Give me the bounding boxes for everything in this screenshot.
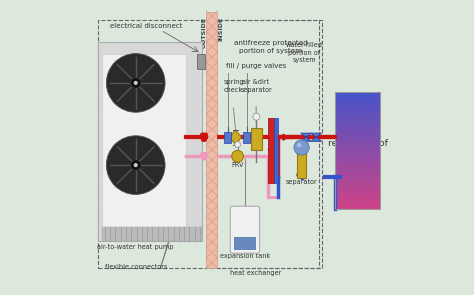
Bar: [336, 96, 380, 99]
Text: electrical disconnect: electrical disconnect: [110, 23, 182, 29]
Text: water-filled
portion of
system: water-filled portion of system: [286, 42, 323, 63]
Bar: [336, 104, 380, 107]
Bar: [234, 237, 256, 250]
Bar: [336, 111, 380, 115]
Bar: [274, 118, 278, 183]
Text: spring
check: spring check: [223, 79, 244, 93]
Bar: [336, 178, 380, 182]
Text: OUTSIDE: OUTSIDE: [202, 17, 207, 48]
Bar: [206, 12, 217, 268]
Bar: [98, 20, 319, 268]
Bar: [336, 162, 380, 166]
Bar: [336, 123, 380, 127]
Bar: [336, 99, 380, 104]
Bar: [336, 142, 380, 147]
Bar: [336, 150, 380, 154]
Text: INSIDE: INSIDE: [219, 17, 223, 41]
Bar: [336, 147, 380, 150]
Bar: [336, 92, 380, 209]
Bar: [336, 115, 380, 119]
Circle shape: [253, 113, 260, 120]
Polygon shape: [311, 133, 321, 141]
Bar: [336, 131, 380, 135]
Bar: [336, 186, 380, 190]
Circle shape: [106, 136, 165, 194]
Bar: [336, 166, 380, 170]
Text: fill / purge valves: fill / purge valves: [226, 63, 286, 69]
Circle shape: [130, 160, 141, 171]
Bar: [336, 135, 380, 139]
Circle shape: [294, 140, 309, 155]
Text: remainder of
system: remainder of system: [328, 139, 388, 159]
Polygon shape: [230, 130, 241, 145]
Text: flexible connectors: flexible connectors: [104, 264, 167, 270]
Circle shape: [235, 142, 240, 148]
Bar: [336, 174, 380, 178]
Circle shape: [232, 150, 244, 162]
Circle shape: [134, 163, 138, 167]
Text: dirt
separator: dirt separator: [286, 172, 318, 185]
Circle shape: [106, 54, 165, 112]
Text: heat exchanger: heat exchanger: [230, 270, 282, 276]
Bar: [336, 107, 380, 111]
Polygon shape: [301, 133, 311, 141]
Bar: [102, 54, 186, 230]
Bar: [336, 158, 380, 162]
Bar: [336, 190, 380, 194]
Bar: [336, 205, 380, 209]
Bar: [336, 170, 380, 174]
Bar: [336, 127, 380, 131]
Circle shape: [134, 81, 138, 85]
Bar: [251, 128, 262, 150]
Bar: [102, 227, 202, 241]
Circle shape: [130, 78, 141, 88]
Bar: [98, 42, 202, 241]
Bar: [336, 182, 380, 186]
Bar: [336, 197, 380, 201]
Bar: [336, 201, 380, 205]
FancyBboxPatch shape: [230, 206, 260, 253]
Circle shape: [297, 143, 301, 148]
Text: air &dirt
separator: air &dirt separator: [240, 79, 272, 93]
Bar: [336, 194, 380, 197]
Bar: [336, 92, 380, 96]
Text: PRV: PRV: [231, 162, 244, 168]
Text: monobloc
air-to-water heat pump: monobloc air-to-water heat pump: [98, 236, 174, 250]
Bar: [197, 54, 205, 69]
Bar: [336, 119, 380, 123]
Bar: [336, 139, 380, 142]
Bar: [336, 154, 380, 158]
Bar: [243, 132, 250, 142]
Bar: [217, 20, 322, 268]
Text: antifreeze protected
portion of system: antifreeze protected portion of system: [234, 40, 308, 54]
Text: expansion tank: expansion tank: [220, 253, 270, 259]
Bar: [224, 132, 231, 142]
Bar: [268, 118, 274, 183]
Bar: [297, 152, 306, 178]
